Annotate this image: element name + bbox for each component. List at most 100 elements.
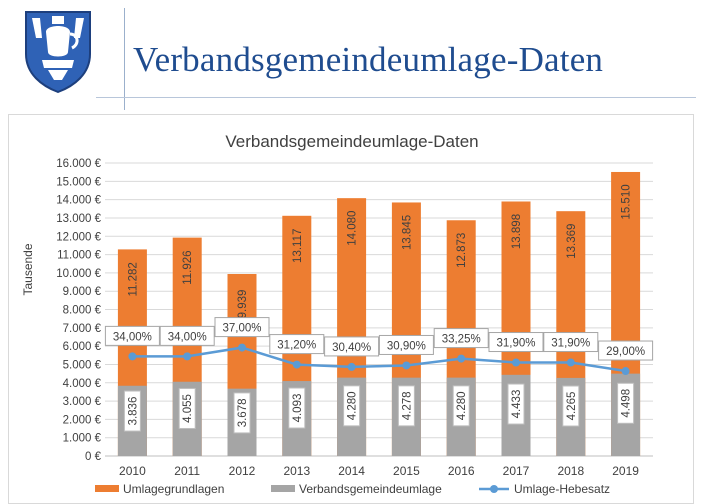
page-header: Verbandsgemeindeumlage-Daten xyxy=(0,0,705,110)
data-label-box-umlage-hebesatz xyxy=(324,336,380,357)
data-label-umlage-hebesatz: 29,00% xyxy=(606,346,645,358)
data-label-verbandsgemeindeumlage: 4.498 xyxy=(621,389,633,418)
data-label-umlagegrundlagen: 11.926 xyxy=(182,250,194,284)
line-umlage-hebesatz xyxy=(132,346,626,373)
chart-panel: Verbandsgemeindeumlage-Daten 0 € 1.000 € 2.… xyxy=(8,114,694,504)
x-tick-label: 2016 xyxy=(448,464,475,478)
y-tick-label: 14.000 € xyxy=(56,195,101,207)
legend-label-verbandsgemeindeumlage: Verbandsgemeindeumlage xyxy=(299,482,442,496)
point-umlage-hebesatz xyxy=(238,343,246,352)
header-divider-horizontal xyxy=(96,97,696,98)
data-label-umlagegrundlagen: 13.117 xyxy=(292,229,304,263)
x-tick-label: 2019 xyxy=(612,464,639,478)
data-label-verbandsgemeindeumlage: 3.678 xyxy=(237,399,249,428)
y-tick-label: 4.000 € xyxy=(63,378,102,390)
data-label-umlage-hebesatz: 30,40% xyxy=(332,342,371,354)
data-label-umlage-hebesatz: 31,90% xyxy=(496,338,535,350)
y-tick-label: 12.000 € xyxy=(56,231,101,243)
data-label-verbandsgemeindeumlage: 4.278 xyxy=(401,391,413,420)
data-label-umlagegrundlagen: 13.845 xyxy=(401,215,413,250)
data-label-umlagegrundlagen: 14.080 xyxy=(347,211,359,246)
point-umlage-hebesatz xyxy=(621,367,630,376)
data-label-umlage-hebesatz: 37,00% xyxy=(222,323,261,335)
data-label-umlage-hebesatz: 31,90% xyxy=(551,338,590,350)
y-tick-label: 9.000 € xyxy=(63,286,102,298)
x-tick-label: 2017 xyxy=(503,464,530,478)
data-label-umlagegrundlagen: 9.939 xyxy=(237,290,249,319)
point-umlage-hebesatz xyxy=(566,358,575,367)
data-label-verbandsgemeindeumlage: 4.055 xyxy=(182,394,194,423)
data-label-umlagegrundlagen: 12.873 xyxy=(456,233,468,268)
y-tick-label: 15.000 € xyxy=(56,176,101,188)
data-label-verbandsgemeindeumlage: 4.265 xyxy=(566,392,578,421)
y-tick-label: 2.000 € xyxy=(63,414,102,426)
data-label-umlagegrundlagen: 15.510 xyxy=(621,184,633,219)
x-tick-label: 2018 xyxy=(557,464,584,478)
point-umlage-hebesatz xyxy=(457,354,466,363)
data-label-verbandsgemeindeumlage: 4.280 xyxy=(347,391,359,420)
data-label-box-verbandsgemeindeumlage xyxy=(397,385,415,427)
data-label-box-verbandsgemeindeumlage xyxy=(452,385,470,427)
data-label-umlagegrundlagen: 11.282 xyxy=(127,262,139,296)
data-label-umlage-hebesatz: 34,00% xyxy=(113,331,152,343)
data-label-verbandsgemeindeumlage: 4.093 xyxy=(292,394,304,423)
data-label-box-umlage-hebesatz xyxy=(269,334,325,355)
y-tick-label: 10.000 € xyxy=(56,268,101,280)
data-label-verbandsgemeindeumlage: 4.280 xyxy=(456,391,468,420)
point-umlage-hebesatz xyxy=(347,362,356,371)
chart-title: Verbandsgemeindeumlage-Daten xyxy=(225,132,478,151)
y-axis-label: Tausende xyxy=(21,243,35,295)
y-tick-label: 1.000 € xyxy=(63,433,102,445)
point-umlage-hebesatz xyxy=(128,352,137,361)
x-tick-label: 2015 xyxy=(393,464,420,478)
point-umlage-hebesatz xyxy=(292,360,301,369)
data-label-umlage-hebesatz: 34,00% xyxy=(168,331,207,343)
legend-swatch-umlagegrundlagen xyxy=(95,485,119,492)
data-label-box-verbandsgemeindeumlage xyxy=(507,383,525,425)
legend-label-umlagegrundlagen: Umlagegrundlagen xyxy=(123,482,224,496)
chart: Verbandsgemeindeumlage-Daten 0 € 1.000 € 2.… xyxy=(21,132,654,496)
data-label-box-umlage-hebesatz xyxy=(433,328,489,349)
y-tick-label: 0 € xyxy=(85,451,102,463)
x-tick-label: 2014 xyxy=(338,464,365,478)
data-label-box-verbandsgemeindeumlage xyxy=(233,392,251,434)
y-tick-label: 5.000 € xyxy=(63,359,102,371)
x-tick-label: 2012 xyxy=(229,464,256,478)
point-umlage-hebesatz xyxy=(512,358,520,367)
legend-label-umlage-hebesatz: Umlage-Hebesatz xyxy=(514,482,610,496)
data-label-verbandsgemeindeumlage: 4.433 xyxy=(511,390,523,419)
page-title: Verbandsgemeindeumlage-Daten xyxy=(133,40,604,79)
y-tick-label: 3.000 € xyxy=(63,396,102,408)
header-divider-vertical xyxy=(124,8,125,110)
y-tick-label: 13.000 € xyxy=(56,213,101,225)
data-label-umlage-hebesatz: 31,20% xyxy=(277,340,316,352)
point-umlage-hebesatz xyxy=(183,352,192,361)
data-label-box-umlage-hebesatz xyxy=(598,340,654,361)
x-tick-label: 2011 xyxy=(174,464,200,478)
data-label-box-umlage-hebesatz xyxy=(543,332,599,353)
data-label-box-umlage-hebesatz xyxy=(214,317,270,338)
data-label-box-umlage-hebesatz xyxy=(159,325,215,346)
data-label-box-verbandsgemeindeumlage xyxy=(343,385,361,427)
legend-marker-umlage-hebesatz xyxy=(490,485,498,493)
x-tick-label: 2010 xyxy=(119,464,146,478)
data-label-umlagegrundlagen: 13.369 xyxy=(566,224,578,259)
data-label-umlagegrundlagen: 13.898 xyxy=(511,214,523,249)
data-label-umlage-hebesatz: 30,90% xyxy=(387,340,426,352)
y-tick-label: 6.000 € xyxy=(63,341,102,353)
y-tick-label: 11.000 € xyxy=(57,250,102,262)
y-tick-label: 7.000 € xyxy=(63,323,102,335)
legend-swatch-verbandsgemeindeumlage xyxy=(271,485,295,492)
point-umlage-hebesatz xyxy=(402,361,411,370)
coat-of-arms-icon xyxy=(22,8,94,94)
data-label-box-umlage-hebesatz xyxy=(104,325,160,346)
data-label-box-verbandsgemeindeumlage xyxy=(178,387,196,429)
y-tick-label: 8.000 € xyxy=(63,305,102,317)
y-tick-label: 16.000 € xyxy=(56,158,101,170)
data-label-box-verbandsgemeindeumlage xyxy=(123,390,141,432)
data-label-box-umlage-hebesatz xyxy=(488,332,544,353)
data-label-box-verbandsgemeindeumlage xyxy=(562,385,580,427)
data-label-box-verbandsgemeindeumlage xyxy=(617,382,635,424)
data-label-verbandsgemeindeumlage: 3.836 xyxy=(127,397,139,426)
data-label-box-umlage-hebesatz xyxy=(378,334,434,355)
